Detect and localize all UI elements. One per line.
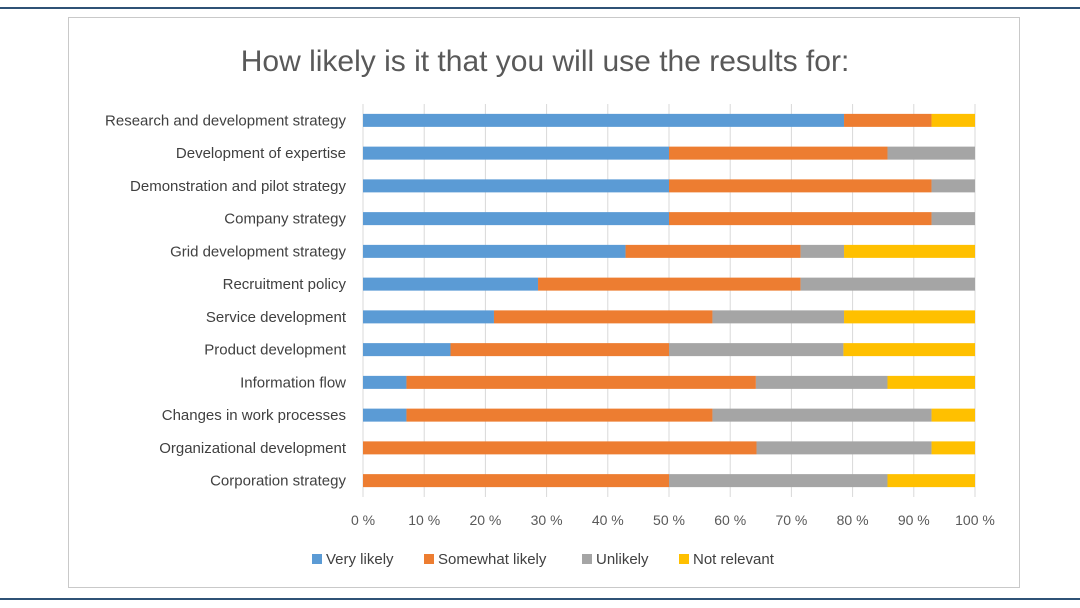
x-tick-label: 60 %: [714, 512, 746, 528]
bar-very-likely: [363, 310, 494, 324]
bar-somewhat-likely: [625, 244, 801, 258]
bar-unlikely: [887, 146, 975, 160]
bar-very-likely: [363, 113, 845, 127]
category-label: Grid development strategy: [170, 243, 346, 260]
x-tick-label: 30 %: [531, 512, 563, 528]
x-tick-label: 90 %: [898, 512, 930, 528]
legend-item-somewhat-likely: Somewhat likely: [424, 551, 547, 568]
top-border-line: [0, 7, 1080, 9]
bar-somewhat-likely: [844, 113, 932, 127]
bar-very-likely: [363, 146, 669, 160]
bar-unlikely: [931, 212, 975, 226]
bar-unlikely: [669, 474, 888, 488]
category-labels: Research and development strategy Develop…: [105, 112, 347, 489]
bar-unlikely: [931, 179, 975, 193]
bar-unlikely: [669, 343, 844, 357]
bar-somewhat-likely: [406, 375, 756, 389]
bar-somewhat-likely: [669, 146, 888, 160]
bar-somewhat-likely: [669, 179, 932, 193]
category-label: Changes in work processes: [162, 407, 346, 424]
bar-very-likely: [363, 343, 451, 357]
bar-very-likely: [363, 179, 669, 193]
legend-label: Not relevant: [693, 551, 775, 568]
bar-somewhat-likely: [450, 343, 669, 357]
bar-not-relevant: [844, 244, 975, 258]
bar-not-relevant: [887, 375, 975, 389]
bar-unlikely: [800, 277, 975, 291]
legend-swatch: [424, 554, 434, 564]
bar-very-likely: [363, 375, 407, 389]
bar-not-relevant: [887, 474, 975, 488]
chart-panel: [68, 17, 1020, 588]
x-axis-ticks: 0 % 10 % 20 % 30 % 40 % 50 % 60 % 70 % 80 % 90 % 1…: [351, 512, 995, 528]
x-tick-label: 20 %: [469, 512, 501, 528]
bar-not-relevant: [844, 310, 975, 324]
bar-unlikely: [800, 244, 845, 258]
bar-very-likely: [363, 277, 539, 291]
bar-somewhat-likely: [406, 408, 713, 422]
legend-item-not-relevant: Not relevant: [679, 551, 775, 568]
x-tick-label: 100 %: [955, 512, 995, 528]
legend-item-very-likely: Very likely: [312, 551, 394, 568]
category-label: Organizational development: [159, 440, 347, 457]
x-tick-label: 10 %: [408, 512, 440, 528]
bar-unlikely: [756, 441, 932, 455]
bar-very-likely: [363, 244, 626, 258]
bar-somewhat-likely: [538, 277, 801, 291]
bar-somewhat-likely: [363, 474, 669, 488]
legend-item-unlikely: Unlikely: [582, 551, 649, 568]
bar-somewhat-likely: [493, 310, 713, 324]
bar-not-relevant: [931, 441, 975, 455]
bar-unlikely: [712, 408, 932, 422]
bar-unlikely: [755, 375, 888, 389]
bar-very-likely: [363, 408, 407, 422]
x-tick-label: 80 %: [837, 512, 869, 528]
gridlines: [362, 104, 976, 497]
bar-unlikely: [712, 310, 845, 324]
x-tick-label: 40 %: [592, 512, 624, 528]
x-tick-label: 70 %: [775, 512, 807, 528]
category-label: Research and development strategy: [105, 112, 346, 129]
x-tick-label: 0 %: [351, 512, 375, 528]
category-label: Company strategy: [224, 211, 346, 228]
category-label: Demonstration and pilot strategy: [130, 178, 346, 195]
bar-somewhat-likely: [363, 441, 757, 455]
bars: [363, 113, 975, 488]
legend-label: Somewhat likely: [438, 551, 547, 568]
legend-swatch: [312, 554, 322, 564]
legend-label: Very likely: [326, 551, 394, 568]
category-label: Corporation strategy: [210, 473, 346, 490]
bar-not-relevant: [931, 408, 975, 422]
bar-somewhat-likely: [669, 212, 932, 226]
category-label: Development of expertise: [176, 145, 346, 162]
chart-title: How likely is it that you will use the r…: [241, 45, 850, 78]
bar-not-relevant: [931, 113, 975, 127]
legend-label: Unlikely: [596, 551, 649, 568]
bottom-border-line: [0, 598, 1080, 600]
category-label: Service development: [206, 309, 347, 326]
category-label: Recruitment policy: [223, 276, 347, 293]
legend-swatch: [679, 554, 689, 564]
legend-swatch: [582, 554, 592, 564]
bar-not-relevant: [843, 343, 975, 357]
legend: Very likely Somewhat likely Unlikely Not re…: [312, 551, 775, 568]
category-label: Information flow: [240, 374, 346, 391]
x-tick-label: 50 %: [653, 512, 685, 528]
category-label: Product development: [204, 342, 347, 359]
bar-very-likely: [363, 212, 669, 226]
